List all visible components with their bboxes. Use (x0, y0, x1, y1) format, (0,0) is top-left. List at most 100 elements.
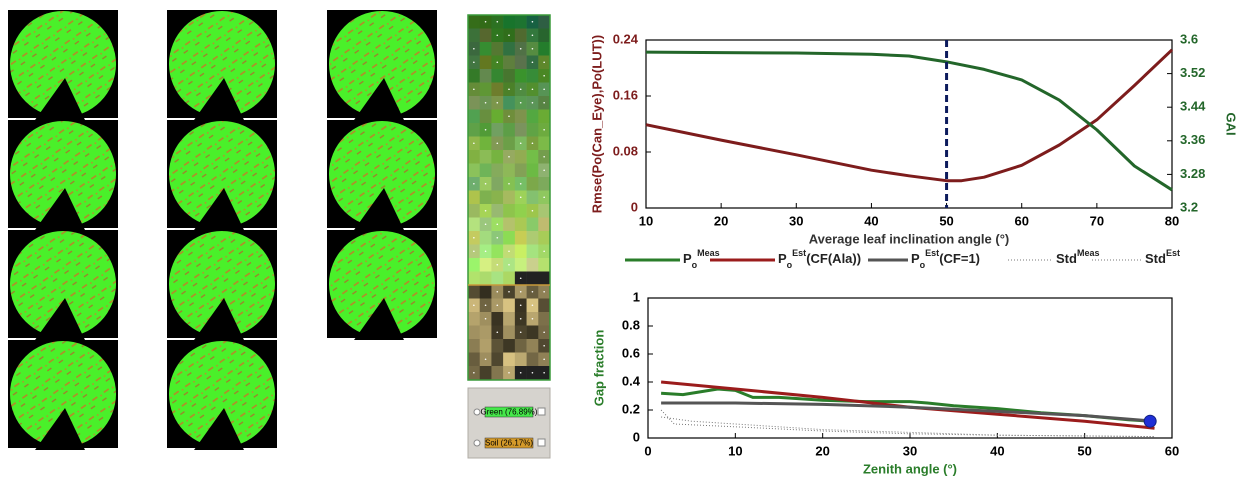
palette-cell (468, 163, 481, 178)
palette-dot (543, 128, 545, 131)
palette-dot (543, 155, 545, 158)
palette-cell (503, 55, 516, 70)
series-line (661, 401, 1155, 423)
palette-cell (468, 15, 481, 29)
palette-cell (479, 28, 492, 43)
palette-cell (491, 123, 504, 137)
x-tick-label: 40 (990, 443, 1004, 458)
palette-cell (479, 150, 492, 164)
x-tick-label: 0 (644, 443, 651, 458)
palette-dot (543, 250, 545, 253)
y-tick-label: 0.16 (613, 87, 638, 102)
palette-cell (538, 42, 551, 56)
palette-cell (526, 190, 539, 205)
palette-cell (468, 150, 481, 164)
palette-cell (503, 325, 516, 340)
photo-disc (10, 341, 116, 447)
palette-dot (543, 331, 545, 334)
x-tick-label: 30 (903, 443, 917, 458)
series-line (645, 48, 1174, 183)
palette-cell (514, 352, 527, 367)
photo-disc (169, 11, 275, 117)
palette-dot (508, 263, 510, 266)
palette-cell (503, 123, 516, 137)
palette-dot (496, 304, 499, 307)
palette-dot (473, 250, 475, 253)
checkbox[interactable] (537, 438, 546, 447)
series-line (660, 380, 1155, 430)
charts: 10 20 30 40 50 60 70 8000.080.160.243.23.283.36… (589, 31, 1238, 476)
palette-cell (526, 69, 539, 83)
palette-cell (503, 204, 516, 218)
palette-dot (543, 101, 545, 104)
palette-cell (479, 366, 492, 380)
photo-mask (354, 188, 404, 230)
palette-dot (531, 20, 534, 23)
legend-sub: o (787, 260, 793, 270)
photo-mask (354, 78, 404, 120)
palette-dot (519, 331, 522, 334)
palette-dot (508, 290, 510, 293)
photo-disc (169, 231, 275, 337)
palette-dot (508, 115, 510, 118)
palette-dot (496, 236, 499, 239)
legend-sup: Est (792, 248, 806, 258)
palette-cell (503, 271, 516, 286)
legend-sup: Meas (697, 248, 720, 258)
y-tick-label: 0.8 (622, 317, 640, 332)
legend-entry: Po Est(CF=1) (911, 248, 980, 270)
legend-sub: o (920, 260, 926, 270)
series-line (660, 409, 1155, 438)
palette-dot (473, 304, 475, 307)
checkbox[interactable] (537, 407, 546, 416)
palette-cell (503, 69, 516, 83)
palette-cell (538, 177, 551, 191)
palette-dot (484, 20, 487, 23)
palette-cell (468, 285, 481, 299)
palette-dot (496, 142, 499, 145)
palette-cell (491, 163, 504, 178)
legend-entry: StdMeas (1056, 248, 1099, 266)
palette-cell (538, 217, 551, 232)
palette-cell (538, 298, 551, 313)
palette-dot (508, 88, 510, 91)
highlight-point (1143, 414, 1157, 428)
palette-cell (468, 325, 481, 340)
palette-cell (526, 258, 539, 272)
palette-dot (543, 290, 545, 293)
photo-disc (329, 231, 435, 337)
palette-dot (531, 47, 534, 50)
photo-mask (194, 298, 244, 340)
series-line (645, 50, 1173, 192)
legend-sup: Est (925, 248, 939, 258)
palette-cell (468, 217, 481, 232)
palette-cell (503, 136, 516, 151)
palette-cell (491, 339, 504, 353)
palette-cell (479, 190, 492, 205)
palette-cell (479, 163, 492, 178)
color-palette (467, 14, 551, 381)
palette-cell (479, 271, 492, 286)
palette-dot (496, 223, 499, 226)
y-tick-label: 0.4 (622, 373, 641, 388)
palette-dot (484, 128, 487, 131)
palette-cell (538, 258, 551, 272)
y2-tick-label: 3.36 (1180, 132, 1205, 147)
x-tick-label: 70 (1090, 213, 1104, 228)
palette-cell (514, 217, 527, 232)
palette-dot (484, 209, 487, 212)
x-tick-label: 40 (864, 213, 878, 228)
palette-dot (508, 155, 510, 158)
palette-cell (468, 96, 481, 110)
legend-name: P (683, 251, 692, 266)
palette-cell (479, 55, 492, 70)
radio[interactable] (473, 408, 481, 416)
x-tick-label: 30 (789, 213, 803, 228)
palette-dot (484, 317, 487, 320)
palette-cell (526, 325, 539, 340)
palette-cell (503, 217, 516, 232)
palette-dot (496, 34, 499, 37)
radio[interactable] (473, 439, 481, 447)
legend-sup: Meas (1077, 248, 1100, 258)
